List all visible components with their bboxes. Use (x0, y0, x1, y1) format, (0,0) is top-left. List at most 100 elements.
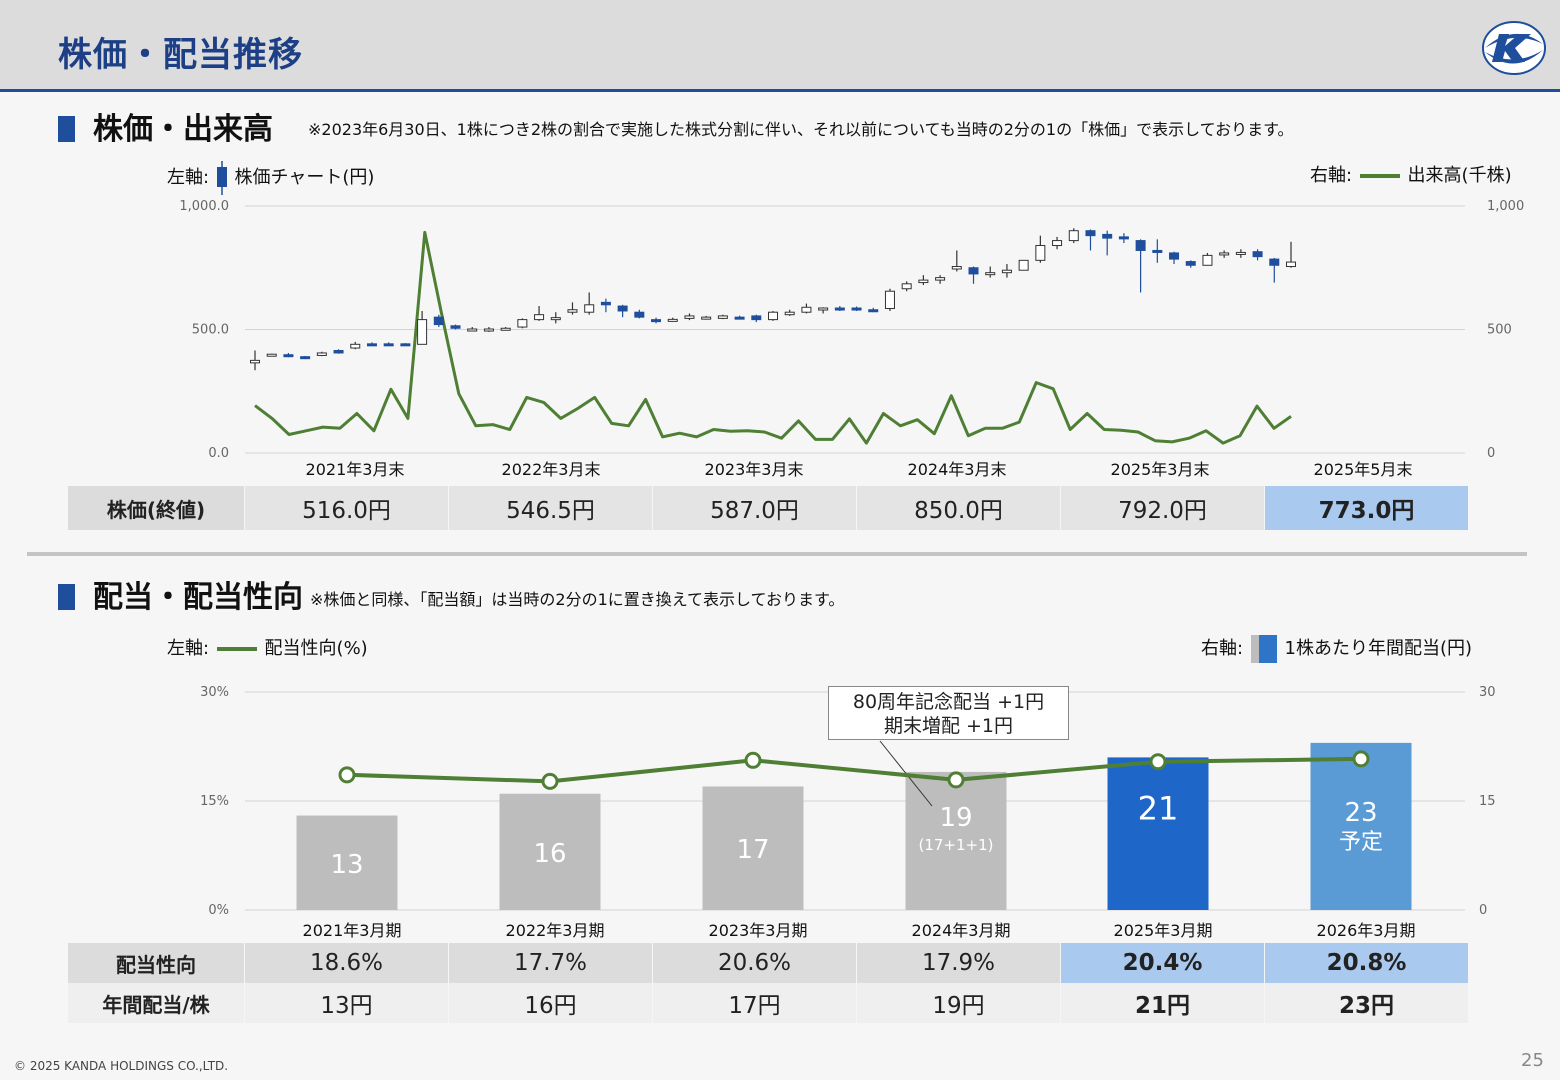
candle-body (1252, 251, 1263, 258)
candle (667, 317, 678, 322)
candle-body (550, 317, 561, 321)
dividend-cell: 13円 (244, 983, 448, 1023)
candle (1202, 252, 1213, 266)
right-axis-tick: 500 (1487, 323, 1512, 338)
candle-body (1018, 259, 1029, 271)
candle-body (366, 343, 377, 347)
price-table-header: 株価(終値) (68, 486, 244, 530)
legend-label: 1株あたり年間配当(円) (1284, 638, 1473, 659)
candle (366, 342, 377, 347)
section-title-text: 配当・配当性向 (93, 580, 303, 615)
candle-body (584, 304, 595, 313)
payout-table-row: 配当性向 18.6% 17.7% 20.6% 17.9% 20.4% 20.8% (68, 943, 1468, 983)
right-axis-tick: 15 (1479, 794, 1496, 809)
candle (734, 315, 745, 320)
section-title-text: 株価・出来高 (93, 112, 273, 147)
candle-body (901, 283, 912, 290)
dividend-note: ※株価と同様、「配当額」は当時の2分の1に置き換えて表示しております。 (310, 590, 845, 609)
candle (1102, 230, 1113, 256)
candle-body (500, 327, 511, 331)
candle-body (266, 353, 277, 357)
candle (1269, 257, 1280, 283)
candle-body (918, 279, 929, 284)
candle-body (1068, 230, 1079, 242)
payout-ratio-point (541, 772, 559, 790)
dividend-bar (702, 786, 804, 910)
candle-body (300, 356, 311, 360)
bar-value-label: 16 (533, 839, 566, 869)
candle (1018, 259, 1029, 271)
candle (1052, 236, 1063, 250)
x-axis-label: 2025年3月末 (1111, 460, 1210, 479)
legend-label: 配当性向(%) (264, 638, 368, 659)
candle-body (667, 318, 678, 322)
dividend-bar (296, 815, 398, 910)
candle-body (1152, 249, 1163, 253)
candle (383, 342, 394, 347)
candle (1068, 228, 1079, 244)
candle-body (1052, 240, 1063, 247)
candle-body (1269, 258, 1280, 266)
candle (450, 324, 461, 330)
candle-body (734, 316, 745, 320)
x-axis-label: 2026年3月期 (1317, 921, 1416, 940)
bar-value-label: 23 (1344, 798, 1377, 828)
candle (1118, 233, 1129, 244)
volume-line (254, 230, 1292, 445)
candle-body (417, 319, 428, 345)
price-cell: 792.0円 (1060, 486, 1264, 530)
candle (534, 306, 545, 321)
x-axis-label: 2021年3月末 (306, 460, 405, 479)
candle-body (1219, 252, 1230, 256)
candlestick-legend-icon (216, 161, 227, 195)
candle (918, 275, 929, 286)
candle-body (534, 314, 545, 321)
candle (901, 281, 912, 292)
payout-cell: 17.9% (856, 943, 1060, 983)
candle (567, 302, 578, 315)
dividend-bar (1310, 742, 1412, 910)
candle-body (1169, 252, 1180, 260)
section-title-stock: 株価・出来高 (58, 104, 273, 148)
payout-cell: 18.6% (244, 943, 448, 983)
candle-body (517, 319, 528, 328)
x-axis-label: 2023年3月期 (709, 921, 808, 940)
bar-sub-label: (17+1+1) (918, 836, 993, 854)
candle (751, 314, 762, 323)
candle (717, 314, 728, 320)
candle-body (1035, 245, 1046, 261)
right-axis-tick: 30 (1479, 685, 1496, 700)
candle-body (851, 307, 862, 311)
candle-body (634, 311, 645, 318)
price-table-row: 株価(終値) 516.0円 546.5円 587.0円 850.0円 792.0円 773… (68, 486, 1468, 530)
legend-prefix: 左軸: (167, 638, 210, 659)
candle-body (350, 343, 361, 349)
candle (1152, 239, 1163, 263)
line-legend-icon (216, 647, 257, 651)
candle (1235, 249, 1246, 258)
dividend-cell: 19円 (856, 983, 1060, 1023)
left-axis-tick: 0% (208, 903, 229, 918)
candle (517, 318, 528, 329)
candle-body (1286, 261, 1296, 268)
line-legend-icon (1359, 174, 1400, 178)
candle-body (617, 305, 628, 312)
payout-ratio-point (338, 766, 356, 784)
x-axis-label: 2024年3月期 (912, 921, 1011, 940)
dividend-bar (1107, 757, 1209, 910)
x-axis-label: 2021年3月期 (303, 921, 402, 940)
candle-body (483, 328, 494, 332)
candle (868, 307, 879, 313)
dividend-cell: 21円 (1060, 983, 1264, 1023)
legend-left-stock: 左軸: 株価チャート(円) (167, 161, 374, 195)
left-axis-tick: 30% (200, 685, 229, 700)
candle-body (717, 315, 728, 319)
candle-body (1235, 251, 1246, 255)
candle-body (985, 272, 996, 276)
payout-ratio-line (346, 756, 1362, 784)
legend-label: 株価チャート(円) (234, 167, 375, 188)
candle (818, 307, 829, 314)
dividend-bar (905, 771, 1007, 910)
left-axis-tick: 15% (200, 794, 229, 809)
dividend-cell: 16円 (448, 983, 652, 1023)
